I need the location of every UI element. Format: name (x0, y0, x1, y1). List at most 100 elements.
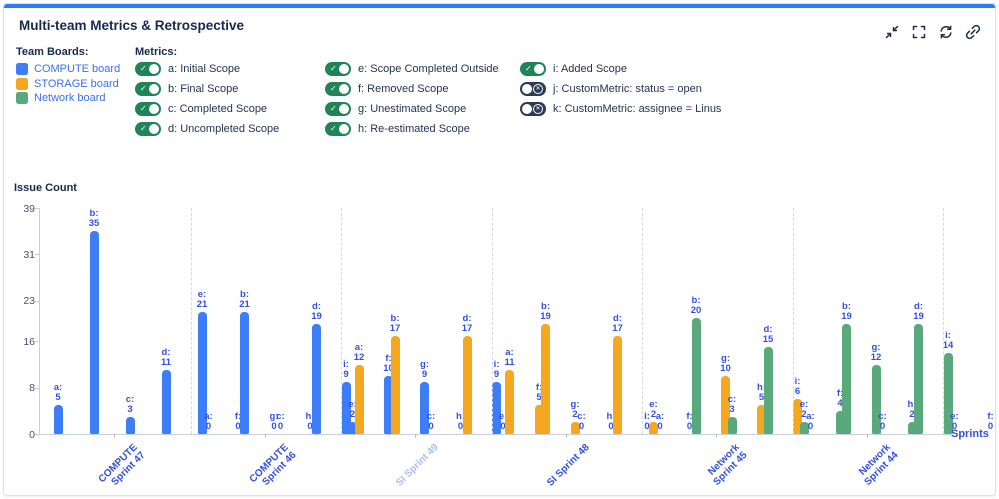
bar-value-label: b: 19 (829, 301, 865, 322)
metric-label: e: Scope Completed Outside (358, 63, 499, 75)
bar-metric-key: g: (269, 411, 279, 422)
metric-row-e: ✓ e: Scope Completed Outside (325, 62, 520, 76)
collapse-icon[interactable] (884, 24, 900, 40)
bar-b[interactable] (541, 323, 550, 434)
bar-value: 14 (942, 339, 954, 351)
bar-i[interactable] (341, 381, 351, 434)
bar-c[interactable] (727, 416, 737, 434)
bar-value: 5 (55, 392, 61, 403)
bar-d[interactable] (462, 335, 472, 434)
refresh-icon[interactable] (938, 24, 954, 40)
bar-g[interactable] (570, 422, 580, 434)
metric-toggle-c[interactable]: ✓ (135, 102, 161, 116)
sprint-axis-label: SI Sprint 49 (348, 442, 441, 495)
bar-a[interactable] (505, 370, 514, 434)
board-legend-item[interactable]: Network board (16, 91, 120, 106)
toggle-knob (149, 64, 159, 74)
bar-i[interactable] (793, 399, 802, 434)
fullscreen-icon[interactable] (911, 24, 927, 40)
board-legend-item[interactable]: COMPUTE board (16, 62, 120, 77)
metric-toggle-d[interactable]: ✓ (135, 122, 161, 136)
bar-slot-b: b: 17 (377, 208, 413, 434)
link-icon[interactable] (965, 24, 981, 40)
bar-value-label: e: 2 (335, 400, 371, 420)
dashboard-gadget-card: Multi-team Metrics & Retrospective (3, 3, 996, 496)
bar-g[interactable] (871, 364, 881, 434)
bar-f[interactable] (384, 376, 393, 434)
bar-value: 19 (540, 310, 551, 322)
x-axis-line (39, 434, 951, 435)
x-tick-mark (264, 434, 266, 438)
board-legend-item[interactable]: STORAGE board (16, 77, 120, 92)
bar-a[interactable] (354, 364, 364, 434)
bar-d[interactable] (763, 347, 773, 434)
bar-b[interactable] (691, 318, 701, 434)
metric-toggle-e[interactable]: ✓ (325, 62, 351, 76)
bar-i[interactable] (943, 352, 953, 434)
bar-b[interactable] (390, 335, 400, 434)
bar-f[interactable] (835, 410, 845, 434)
bar-value: 17 (461, 322, 473, 334)
metric-row-i: ✓ i: Added Scope (520, 62, 750, 76)
bar-value: 17 (389, 322, 401, 334)
bar-d[interactable] (914, 323, 923, 434)
team-boards-label: Team Boards: (16, 46, 89, 58)
sprint-group: a: 0 b: 20 c: 3 d: 15 e: 2 f: 4 g: 12 h: 2 i: 14 (642, 208, 953, 434)
toggle-knob (149, 124, 159, 134)
bar-metric-key: c: (276, 411, 285, 422)
metric-label: a: Initial Scope (168, 63, 241, 75)
bar-metric-key: b: (240, 289, 249, 301)
bar-slot-i: i: 9 (479, 208, 515, 434)
bar-metric-key: e: (348, 399, 357, 411)
metric-toggle-g[interactable]: ✓ (325, 102, 351, 116)
bar-c[interactable] (125, 416, 135, 434)
metric-toggle-b[interactable]: ✓ (135, 82, 161, 96)
metric-toggle-i[interactable]: ✓ (520, 62, 546, 76)
bar-value-label: d: 17 (449, 313, 485, 334)
bar-metric-key: b: (541, 300, 550, 312)
metric-toggle-k[interactable]: ✕ (520, 102, 546, 116)
bar-slot-i: i: 0 (629, 208, 665, 434)
bar-value: 5 (536, 392, 542, 403)
metric-toggle-h[interactable]: ✓ (325, 122, 351, 136)
bar-d[interactable] (613, 335, 622, 434)
bar-e[interactable] (649, 422, 658, 434)
bar-f[interactable] (534, 405, 544, 434)
metric-label: d: Uncompleted Scope (168, 123, 280, 135)
bar-b[interactable] (89, 231, 99, 434)
toggle-knob (534, 64, 544, 74)
bar-g[interactable] (721, 376, 730, 434)
bar-metric-key: f: (385, 353, 392, 365)
bar-d[interactable] (161, 370, 171, 434)
bar-metric-key: b: (390, 312, 400, 324)
bar-value: 0 (205, 421, 212, 432)
bar-h[interactable] (757, 405, 766, 434)
bar-e[interactable] (348, 422, 357, 434)
x-tick-mark (716, 434, 718, 438)
metric-toggle-f[interactable]: ✓ (325, 82, 351, 96)
bar-a[interactable] (53, 405, 63, 434)
bar-d[interactable] (312, 323, 321, 434)
bar-value: 15 (762, 334, 774, 346)
bar-b[interactable] (842, 323, 851, 434)
bar-metric-key: c: (577, 411, 586, 422)
bar-e[interactable] (799, 422, 809, 434)
bar-b[interactable] (240, 312, 249, 434)
metric-row-d: ✓ d: Uncompleted Scope (135, 122, 325, 136)
bar-metric-key: e: (799, 399, 809, 411)
chart: Issue Count 0 8 16 23 31 39 a: 5 b: 35 c: 3 d: 11 e: 2… (4, 174, 995, 495)
metric-toggle-j[interactable]: ✕ (520, 82, 546, 96)
bar-metric-key: a: (505, 347, 514, 359)
metric-row-b: ✓ b: Final Scope (135, 82, 325, 96)
bar-value: 2 (801, 409, 807, 421)
bar-slot-a: a: 11 (492, 208, 528, 434)
metric-toggle-a[interactable]: ✓ (135, 62, 161, 76)
bar-slot-g: g: 12 (858, 208, 894, 434)
metrics-section: Metrics: ✓ a: Initial Scope ✓ b: Final Scop… (135, 46, 750, 142)
bar-i[interactable] (492, 381, 501, 434)
bar-h[interactable] (907, 422, 917, 434)
plot-area: a: 5 b: 35 c: 3 d: 11 e: 21 f: 0 g: 0 h: 0 i: 9 a: 0 b: 21 c: 0… (39, 208, 994, 434)
bar-slot-h: h: 0 (443, 208, 479, 434)
bar-g[interactable] (420, 381, 429, 434)
bar-e[interactable] (197, 312, 207, 434)
